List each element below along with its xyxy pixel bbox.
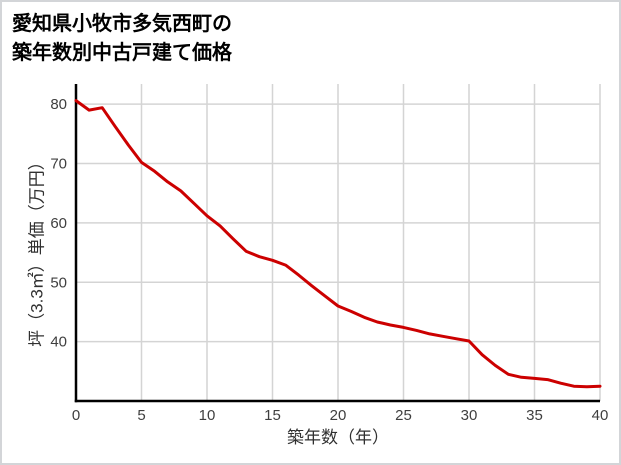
y-tick-label: 60 [50,215,67,232]
chart-title-line-2: 築年数別中古戸建て価格 [12,42,232,64]
price-line [74,99,602,389]
y-tick-label: 70 [50,156,67,173]
x-tick-label: 10 [199,407,216,424]
chart-title-line-1: 愛知県小牧市多気西町の [12,13,232,35]
y-tick-label: 40 [50,334,67,351]
chart-title: 愛知県小牧市多気西町の 築年数別中古戸建て価格 [12,10,232,68]
x-tick-label: 35 [526,407,543,424]
x-tick-label: 5 [137,407,145,424]
x-tick-label: 40 [592,407,609,424]
x-tick-label: 30 [461,407,478,424]
y-tick-label: 50 [50,274,67,291]
x-tick-label: 25 [395,407,412,424]
x-tick-label: 0 [72,407,80,424]
x-tick-label: 15 [264,407,281,424]
y-axis-label: 坪（3.3㎡）単価（万円） [27,153,47,347]
x-axis-label: 築年数（年） [287,428,389,447]
x-tick-label: 20 [330,407,347,424]
y-tick-label: 80 [50,96,67,113]
